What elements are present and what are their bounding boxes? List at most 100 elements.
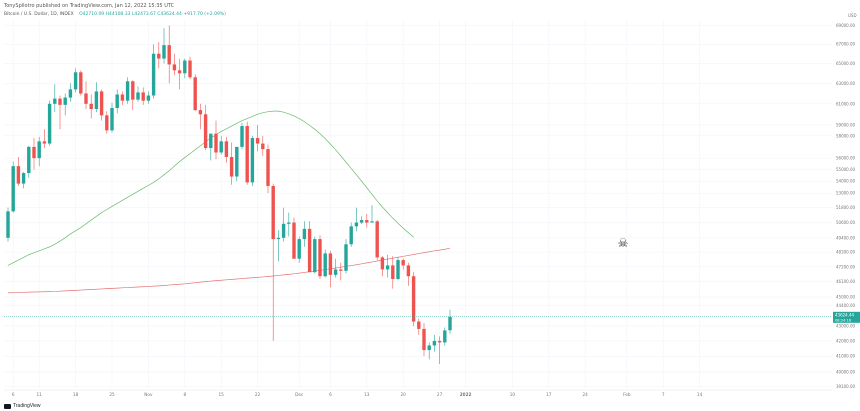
candle-body bbox=[276, 237, 281, 240]
candle-body bbox=[281, 223, 286, 238]
y-tick-label: 47200.00 bbox=[836, 264, 856, 269]
y-tick-label: 54000.00 bbox=[836, 179, 856, 184]
candle-body bbox=[328, 253, 333, 275]
candle-body bbox=[203, 114, 208, 149]
candle-body bbox=[193, 77, 197, 111]
candle-body bbox=[79, 72, 83, 94]
x-tick-label: 18 bbox=[73, 392, 79, 397]
candle-body bbox=[198, 110, 203, 115]
y-tick-label: 48300.00 bbox=[836, 250, 856, 255]
y-axis-unit: USD bbox=[848, 13, 857, 18]
candle-body bbox=[411, 276, 416, 322]
y-tick-label: 67000.00 bbox=[836, 42, 856, 47]
x-tick-label: 7 bbox=[662, 392, 665, 397]
last-price-countdown: 08:24:16 bbox=[835, 318, 852, 322]
candle-body bbox=[318, 239, 322, 277]
tradingview-logo-icon bbox=[4, 403, 11, 409]
y-tick-label: 50600.00 bbox=[836, 220, 856, 225]
candle-body bbox=[37, 141, 41, 159]
footer-brand[interactable]: TradingView bbox=[4, 403, 41, 409]
candle-body bbox=[261, 143, 265, 150]
y-tick-label: 42000.00 bbox=[836, 338, 856, 343]
candle-body bbox=[94, 91, 99, 110]
candle-body bbox=[120, 94, 125, 101]
candle-body bbox=[359, 220, 364, 223]
x-tick-label: 10 bbox=[510, 392, 516, 397]
y-tick-label: 56000.00 bbox=[836, 156, 856, 161]
symbol-title: Bitcoin / U.S. Dollar, 1D, INDEX bbox=[4, 12, 74, 17]
candle-body bbox=[448, 316, 452, 331]
candle-body bbox=[73, 72, 78, 90]
candle-body bbox=[422, 328, 426, 351]
x-tick-label: 20 bbox=[401, 392, 407, 397]
y-tick-label: 45000.00 bbox=[836, 295, 856, 300]
y-tick-label: 55000.00 bbox=[836, 167, 856, 172]
candle-body bbox=[188, 60, 192, 78]
candle-body bbox=[266, 149, 270, 186]
candle-body bbox=[146, 95, 151, 101]
candle-body bbox=[427, 345, 431, 351]
candle-body bbox=[297, 239, 301, 259]
candle-body bbox=[162, 45, 166, 59]
x-tick-label: 15 bbox=[219, 392, 225, 397]
x-tick-label: 22 bbox=[255, 392, 261, 397]
brand-text: TradingView bbox=[13, 403, 41, 409]
x-tick-label: 2022 bbox=[460, 392, 472, 397]
candle-body bbox=[214, 133, 218, 153]
candle-body bbox=[323, 253, 327, 277]
candle-body bbox=[396, 260, 400, 279]
candle-body bbox=[302, 228, 307, 240]
y-tick-label: 44400.00 bbox=[836, 303, 856, 308]
candle-body bbox=[333, 269, 338, 275]
y-tick-label: 39100.00 bbox=[836, 384, 856, 389]
candle-body bbox=[287, 222, 291, 224]
x-tick-label: 11 bbox=[37, 392, 43, 397]
candle-body bbox=[250, 138, 255, 183]
y-tick-label: 43000.00 bbox=[836, 323, 856, 328]
candle-body bbox=[354, 222, 359, 227]
y-tick-label: 65000.00 bbox=[836, 61, 856, 66]
candle-body bbox=[401, 260, 405, 266]
candle-body bbox=[240, 126, 244, 147]
candle-body bbox=[84, 93, 88, 104]
x-tick-label: 8 bbox=[183, 392, 186, 397]
candles bbox=[6, 25, 452, 365]
y-tick-label: 40000.00 bbox=[836, 369, 856, 374]
ma-slow-line bbox=[7, 247, 451, 294]
candle-body bbox=[131, 81, 135, 100]
candle-body bbox=[11, 166, 15, 212]
x-tick-label: Feb bbox=[623, 392, 631, 397]
candle-body bbox=[68, 89, 73, 98]
candle-body bbox=[136, 92, 140, 100]
grid bbox=[4, 20, 832, 388]
candle-body bbox=[157, 53, 161, 59]
candle-body bbox=[229, 157, 234, 177]
candle-body bbox=[105, 115, 109, 131]
y-tick-label: 51800.00 bbox=[836, 205, 856, 210]
candle-body bbox=[151, 53, 156, 96]
candle-body bbox=[339, 269, 343, 271]
candle-body bbox=[99, 91, 104, 116]
candle-body bbox=[406, 265, 411, 277]
x-tick-label: 13 bbox=[364, 392, 370, 397]
y-tick-label: 69000.00 bbox=[836, 23, 856, 28]
candle-body bbox=[6, 211, 10, 238]
candle-body bbox=[224, 141, 229, 158]
candle-body bbox=[365, 220, 369, 223]
x-tick-label: 6 bbox=[329, 392, 332, 397]
x-tick-label: 24 bbox=[583, 392, 589, 397]
symbol-line: Bitcoin / U.S. Dollar, 1D, INDEX O42710.… bbox=[4, 12, 226, 17]
candle-body bbox=[47, 103, 52, 144]
y-tick-label: 53000.00 bbox=[836, 191, 856, 196]
candle-body bbox=[21, 173, 26, 184]
candle-body bbox=[437, 340, 442, 343]
candle-body bbox=[380, 257, 385, 270]
candle-body bbox=[209, 133, 213, 149]
candle-body bbox=[167, 45, 171, 65]
y-tick-label: 41000.00 bbox=[836, 354, 856, 359]
candle-body bbox=[125, 81, 130, 101]
candle-body bbox=[385, 265, 390, 270]
candle-body bbox=[177, 70, 182, 74]
